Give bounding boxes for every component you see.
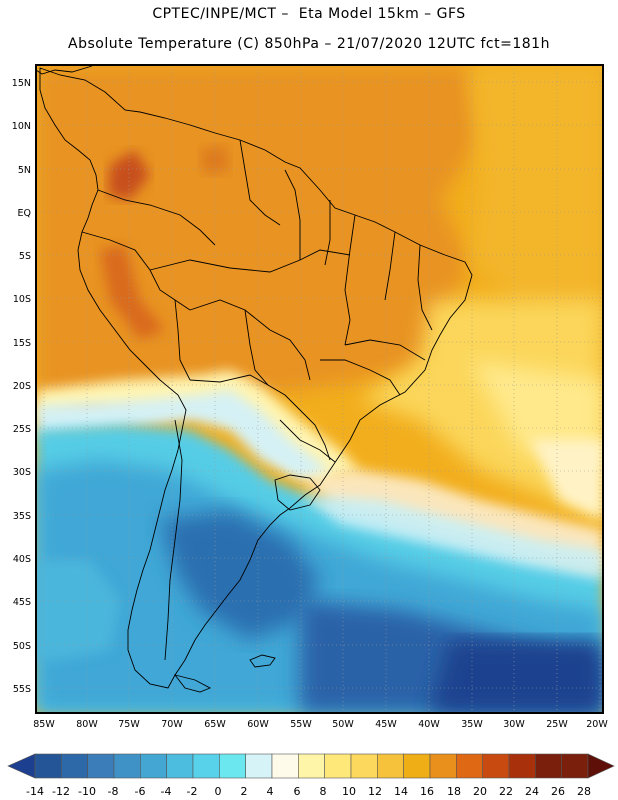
colorbar-swatch	[324, 753, 352, 779]
lon-label: 65W	[204, 719, 226, 730]
colorbar-label: -4	[161, 785, 172, 798]
colorbar-label: 8	[320, 785, 327, 798]
colorbar-label: 2	[241, 785, 248, 798]
lat-label: 35S	[13, 511, 31, 522]
lat-label: 40S	[13, 554, 31, 565]
colorbar-arrow-low	[7, 753, 36, 779]
lat-label: 15S	[13, 338, 31, 349]
lat-label: 55S	[13, 684, 31, 695]
colorbar-label: -8	[108, 785, 119, 798]
colorbar-swatch	[350, 753, 378, 779]
colorbar-label: 20	[473, 785, 487, 798]
colorbar-label: 12	[368, 785, 382, 798]
lat-label: 10N	[12, 121, 31, 132]
lon-label: 40W	[418, 719, 440, 730]
lat-label: 15N	[12, 78, 31, 89]
lon-label: 80W	[76, 719, 98, 730]
lon-label: 60W	[247, 719, 269, 730]
country-borders	[36, 65, 473, 693]
colorbar-swatch	[87, 753, 115, 779]
lat-label: 25S	[13, 424, 31, 435]
colorbar-label: -2	[187, 785, 198, 798]
colorbar-swatch	[456, 753, 483, 779]
map-frame	[35, 64, 604, 714]
lat-label: 20S	[13, 381, 31, 392]
colorbar-label: 16	[420, 785, 434, 798]
lon-label: 30W	[503, 719, 525, 730]
colorbar-swatch	[140, 753, 167, 779]
colorbar-swatch	[192, 753, 220, 779]
lon-label: 45W	[375, 719, 397, 730]
colorbar-label: 6	[294, 785, 301, 798]
colorbar-label: 0	[215, 785, 222, 798]
falkland-islands	[249, 654, 276, 668]
colorbar-label: 4	[267, 785, 274, 798]
colorbar	[7, 753, 615, 779]
colorbar-label: 26	[551, 785, 565, 798]
temperature-field	[36, 65, 603, 713]
colorbar-swatch	[34, 753, 62, 779]
colorbar-swatch	[271, 753, 299, 779]
colorbar-swatch	[429, 753, 457, 779]
lat-label: 10S	[13, 294, 31, 305]
colorbar-swatch	[61, 753, 88, 779]
lon-label: 25W	[546, 719, 568, 730]
lon-label: 55W	[290, 719, 312, 730]
colorbar-swatch	[535, 753, 562, 779]
colorbar-swatch	[508, 753, 536, 779]
central-america-coastline	[36, 65, 93, 75]
colorbar-label: -6	[135, 785, 146, 798]
colorbar-label: 18	[447, 785, 461, 798]
chart-title-line1: CPTEC/INPE/MCT – Eta Model 15km – GFS	[152, 6, 466, 22]
graticule	[36, 65, 603, 713]
colorbar-swatch	[113, 753, 141, 779]
colorbar-label: 14	[394, 785, 408, 798]
lon-label: 85W	[33, 719, 55, 730]
colorbar-swatch	[377, 753, 404, 779]
lon-label: 20W	[586, 719, 608, 730]
colorbar-label: 22	[499, 785, 513, 798]
longitude-labels: 85W 80W 75W 70W 65W 60W 55W 50W 45W 40W …	[33, 719, 608, 730]
lat-label: 5N	[18, 165, 31, 176]
colorbar-arrow-high	[587, 753, 615, 779]
colorbar-swatch	[482, 753, 510, 779]
colorbar-labels: -14 -12 -10 -8 -6 -4 -2 0 2 4 6 8 10 12 …	[26, 785, 591, 798]
lon-label: 50W	[332, 719, 354, 730]
south-america-coastline	[39, 67, 473, 689]
colorbar-swatch	[245, 753, 273, 779]
colorbar-label: 28	[577, 785, 591, 798]
lon-label: 70W	[161, 719, 183, 730]
latitude-labels: 15N 10N 5N EQ 5S 10S 15S 20S 25S 30S 35S…	[12, 78, 31, 695]
chart-title-line2: Absolute Temperature (C) 850hPa – 21/07/…	[68, 36, 550, 52]
colorbar-swatch	[403, 753, 431, 779]
colorbar-label: -14	[26, 785, 44, 798]
lat-label: 50S	[13, 641, 31, 652]
colorbar-label: 10	[342, 785, 356, 798]
colorbar-label: -12	[52, 785, 70, 798]
lat-label: EQ	[18, 208, 31, 219]
colorbar-swatch	[166, 753, 194, 779]
colorbar-swatch	[561, 753, 589, 779]
colorbar-label: 24	[525, 785, 539, 798]
lon-label: 35W	[461, 719, 483, 730]
lat-label: 45S	[13, 597, 31, 608]
colorbar-swatch	[219, 753, 246, 779]
lat-label: 30S	[13, 467, 31, 478]
colorbar-swatch	[298, 753, 325, 779]
colorbar-label: -10	[78, 785, 96, 798]
lat-label: 5S	[19, 251, 31, 262]
lon-label: 75W	[118, 719, 140, 730]
